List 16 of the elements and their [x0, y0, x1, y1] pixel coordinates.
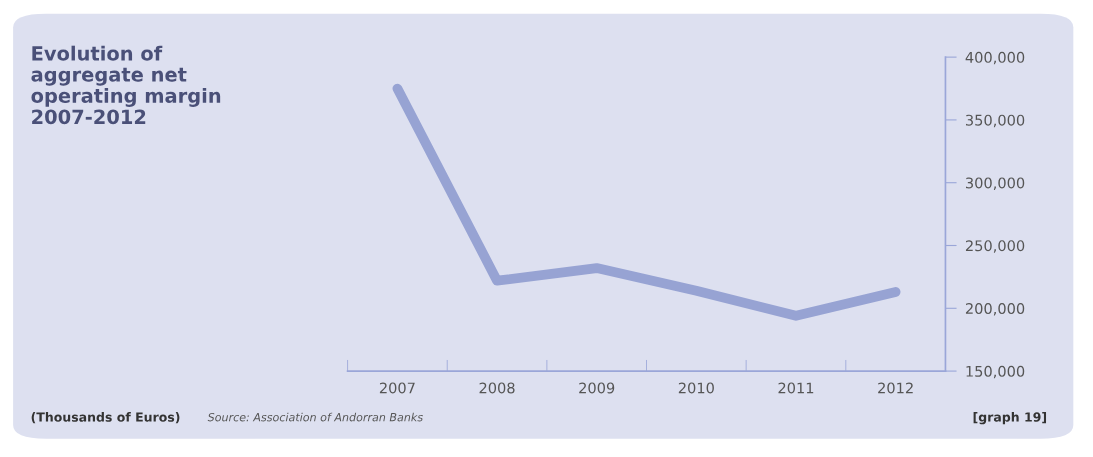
x-tick-label: 2012	[878, 382, 913, 394]
y-tick-label: 400,000	[965, 51, 1025, 65]
x-tick-label: 2007	[379, 382, 415, 394]
x-tick-label: 2011	[778, 382, 814, 394]
x-tick-label: 2009	[579, 382, 615, 394]
y-tick-label: 200,000	[965, 303, 1025, 316]
x-tick-label: 2010	[678, 382, 714, 394]
text: [graph 19]	[973, 412, 1047, 425]
x-tick-label: 2008	[479, 382, 515, 394]
source-note: Source: Association of Andorran Banks	[207, 412, 423, 422]
text: Evolution of aggregate net operating margin 2007-2012	[31, 45, 221, 125]
y-tick-label: 150,000	[966, 365, 1025, 379]
text: (Thousands of Euros)	[31, 412, 180, 424]
y-tick-label: 300,000	[966, 177, 1025, 190]
y-tick-label: 350,000	[966, 114, 1025, 128]
y-tick-label: 250,000	[965, 240, 1025, 253]
